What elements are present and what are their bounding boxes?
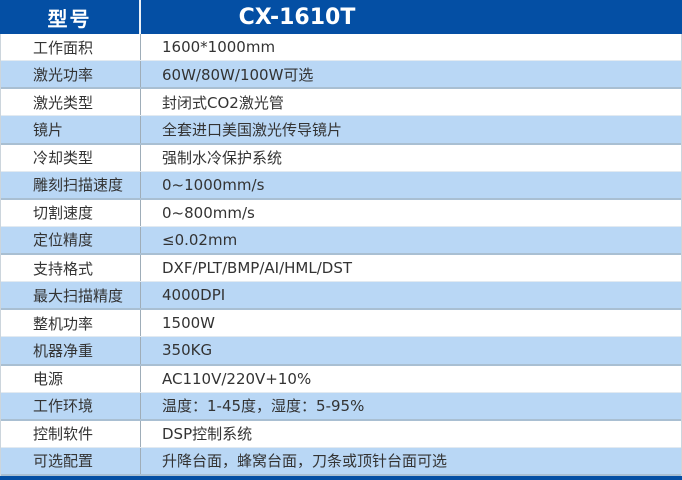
spec-value: 1600*1000mm	[162, 38, 276, 57]
spec-label: 激光功率	[1, 61, 141, 88]
spec-label: 镜片	[1, 116, 141, 143]
spec-label: 工作环境	[1, 392, 141, 419]
model-header-label: 型号	[0, 0, 141, 34]
table-body: 工作面积 1600*1000mm 激光功率 60W/80W/100W可选 激光类…	[0, 34, 682, 476]
table-row: 切割速度 0~800mm/s	[1, 199, 681, 227]
table-row: 可选配置 升降台面，蜂窝台面，刀条或顶针台面可选	[1, 447, 681, 476]
spec-label: 控制软件	[1, 420, 141, 447]
table-row: 冷却类型 强制水冷保护系统	[1, 144, 681, 172]
table-row: 工作环境 温度：1-45度，湿度：5-95%	[1, 392, 681, 421]
table-row: 控制软件 DSP控制系统	[1, 420, 681, 448]
spec-label: 支持格式	[1, 255, 141, 282]
spec-value: AC110V/220V+10%	[162, 369, 312, 388]
spec-value: 0~800mm/s	[162, 203, 255, 222]
spec-label: 切割速度	[1, 199, 141, 226]
table-row: 镜片 全套进口美国激光传导镜片	[1, 116, 681, 145]
spec-value: 封闭式CO2激光管	[162, 93, 284, 112]
spec-label: 机器净重	[1, 337, 141, 364]
table-row: 工作面积 1600*1000mm	[1, 34, 681, 62]
spec-value: 升降台面，蜂窝台面，刀条或顶针台面可选	[162, 452, 448, 471]
spec-label: 雕刻扫描速度	[1, 171, 141, 198]
spec-value: 全套进口美国激光传导镜片	[162, 120, 343, 139]
table-row: 机器净重 350KG	[1, 337, 681, 366]
spec-label: 整机功率	[1, 310, 141, 337]
spec-label: 定位精度	[1, 226, 141, 253]
spec-value: 4000DPI	[162, 286, 226, 305]
table-row: 激光类型 封闭式CO2激光管	[1, 89, 681, 117]
table-row: 激光功率 60W/80W/100W可选	[1, 61, 681, 90]
table-row: 整机功率 1500W	[1, 310, 681, 338]
table-row: 雕刻扫描速度 0~1000mm/s	[1, 171, 681, 200]
spec-label: 激光类型	[1, 89, 141, 116]
bottom-accent-bar	[0, 476, 682, 480]
table-row: 电源 AC110V/220V+10%	[1, 365, 681, 393]
spec-label: 冷却类型	[1, 144, 141, 171]
table-row: 最大扫描精度 4000DPI	[1, 282, 681, 311]
spec-value: 1500W	[162, 314, 216, 333]
spec-value: DXF/PLT/BMP/AI/HML/DST	[162, 259, 352, 278]
spec-value: 强制水冷保护系统	[162, 149, 283, 168]
model-name: CX-1610T	[238, 4, 356, 30]
spec-label: 电源	[1, 365, 141, 392]
spec-value: 350KG	[162, 341, 213, 360]
spec-value: 温度：1-45度，湿度：5-95%	[162, 397, 365, 416]
table-header: 型号 CX-1610T	[0, 0, 682, 34]
table-row: 定位精度 ≤0.02mm	[1, 226, 681, 255]
spec-label: 最大扫描精度	[1, 282, 141, 309]
spec-value: DSP控制系统	[162, 425, 253, 444]
model-header-value-cell: CX-1610T	[141, 0, 682, 34]
spec-label: 可选配置	[1, 447, 141, 474]
spec-value: 0~1000mm/s	[162, 175, 265, 194]
spec-value: 60W/80W/100W可选	[162, 65, 314, 84]
spec-value: ≤0.02mm	[162, 230, 238, 249]
table-row: 支持格式 DXF/PLT/BMP/AI/HML/DST	[1, 255, 681, 283]
spec-label: 工作面积	[1, 34, 141, 61]
